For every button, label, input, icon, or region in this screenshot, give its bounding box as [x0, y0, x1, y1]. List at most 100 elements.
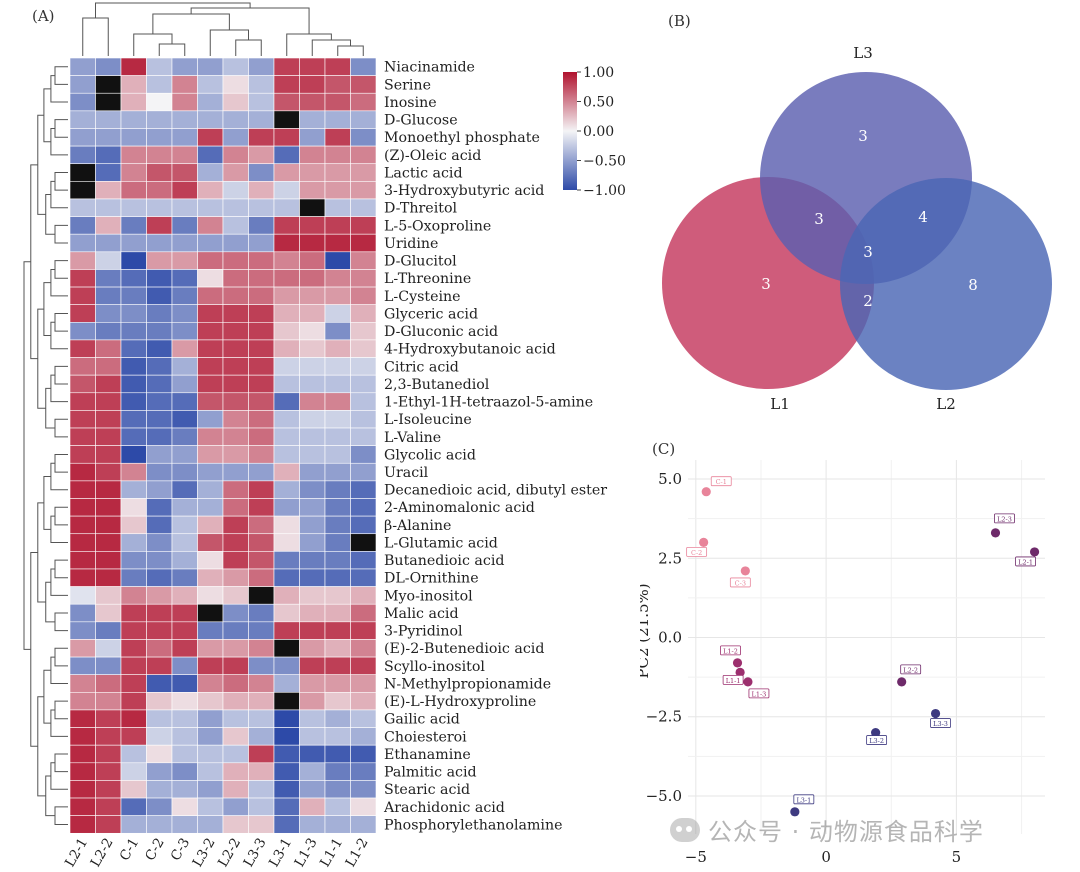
dendrogram-link	[82, 17, 109, 56]
heatmap-cell	[273, 639, 300, 658]
heatmap-cell	[222, 586, 249, 605]
heatmap-cell	[69, 445, 96, 464]
heatmap-cell	[222, 445, 249, 464]
heatmap-cell	[95, 216, 122, 235]
heatmap-cell	[146, 251, 173, 270]
heatmap-cell	[324, 744, 351, 764]
heatmap-cell	[248, 410, 275, 429]
y-tick-label: −2.5	[646, 708, 682, 726]
heatmap-col-label: L1-3	[291, 835, 320, 870]
heatmap-cell	[120, 727, 147, 746]
heatmap-cell	[95, 286, 122, 305]
heatmap-cell	[120, 551, 147, 570]
venn-region-count: 8	[968, 276, 978, 294]
point-label-box	[866, 735, 888, 745]
heatmap-cell	[197, 780, 224, 799]
heatmap-cell	[248, 57, 275, 76]
heatmap-cell	[120, 603, 147, 623]
heatmap-cell	[197, 374, 224, 394]
heatmap-cell	[69, 163, 96, 182]
dendrogram-link	[50, 656, 68, 685]
dendrogram-link	[54, 260, 68, 279]
heatmap-cell	[95, 762, 122, 781]
heatmap-cell	[248, 727, 275, 746]
heatmap-cell	[248, 780, 275, 799]
dendrogram-link	[23, 261, 31, 650]
heatmap-cell	[171, 339, 198, 358]
heatmap-cell	[350, 762, 377, 781]
heatmap-cell	[222, 744, 249, 764]
heatmap-cell	[350, 128, 377, 147]
heatmap-cell	[273, 321, 300, 341]
heatmap-row-label: L-Cysteine	[384, 289, 461, 305]
point-label: L3-2	[869, 737, 884, 745]
dendrogram-link	[54, 806, 68, 825]
heatmap-cell	[299, 75, 326, 94]
heatmap-cell	[69, 498, 96, 517]
heatmap-cell	[171, 163, 198, 182]
heatmap-row-label: Gailic acid	[384, 712, 460, 728]
heatmap-cell	[69, 621, 96, 640]
heatmap-cell	[350, 181, 377, 200]
heatmap-col-label: L2-2	[215, 835, 244, 870]
heatmap-row-label: D-Gluconic acid	[384, 324, 498, 340]
heatmap-row-label: L-Valine	[384, 430, 441, 446]
heatmap-cell	[248, 603, 275, 623]
scatter-point	[990, 528, 1001, 538]
heatmap-cell	[222, 110, 249, 129]
heatmap-cell	[69, 92, 96, 112]
heatmap-cell	[197, 551, 224, 570]
heatmap-cell	[324, 163, 351, 182]
heatmap-cell	[69, 286, 96, 305]
heatmap-cell	[299, 744, 326, 764]
heatmap-cell	[324, 269, 351, 288]
heatmap-cell	[222, 762, 249, 781]
heatmap-cell	[273, 762, 300, 781]
heatmap-cell	[248, 286, 275, 305]
heatmap-cell	[69, 304, 96, 323]
heatmap-cell	[171, 709, 198, 728]
heatmap-cell	[146, 198, 173, 217]
heatmap-cell	[273, 392, 300, 411]
heatmap-cell	[95, 410, 122, 429]
heatmap-cell	[222, 269, 249, 288]
heatmap-cell	[197, 427, 224, 446]
heatmap-cell	[120, 462, 147, 482]
heatmap-cell	[146, 621, 173, 640]
heatmap-cell	[120, 233, 147, 253]
heatmap-cell	[222, 163, 249, 182]
heatmap-col-label: L3-2	[189, 835, 218, 870]
heatmap-cell	[299, 233, 326, 253]
heatmap-cell	[171, 727, 198, 746]
dendrogram-link	[54, 453, 68, 473]
point-label-box	[720, 645, 741, 656]
heatmap-cell	[324, 674, 351, 693]
heatmap-cell	[324, 780, 351, 799]
heatmap-cell	[120, 815, 147, 834]
heatmap-row-label: 4-Hydroxybutanoic acid	[384, 342, 556, 358]
heatmap-cell	[248, 110, 275, 129]
heatmap-cell	[299, 603, 326, 623]
heatmap-cell	[350, 233, 377, 253]
heatmap-cell	[248, 533, 275, 552]
heatmap-cell	[95, 233, 122, 253]
heatmap-cell	[120, 639, 147, 658]
heatmap-row-label: D-Glucitol	[384, 254, 457, 270]
colorbar-tick-label: 1.00	[583, 65, 614, 81]
heatmap-cell	[146, 744, 173, 764]
heatmap-cell	[299, 480, 326, 499]
heatmap-cell	[197, 163, 224, 182]
heatmap-cell	[324, 445, 351, 464]
heatmap-cell	[299, 621, 326, 640]
heatmap-cell	[120, 128, 147, 147]
point-label-box	[900, 664, 922, 675]
heatmap-cell	[273, 427, 300, 446]
heatmap-row-label: (E)-L-Hydroxyproline	[384, 694, 536, 710]
scatter-point	[740, 566, 750, 576]
heatmap-cell	[222, 780, 249, 799]
heatmap-cell	[197, 603, 224, 623]
heatmap-cell	[69, 181, 96, 200]
point-label: C-2	[691, 549, 702, 557]
dendrogram-link	[54, 418, 68, 438]
heatmap-cell	[146, 269, 173, 288]
